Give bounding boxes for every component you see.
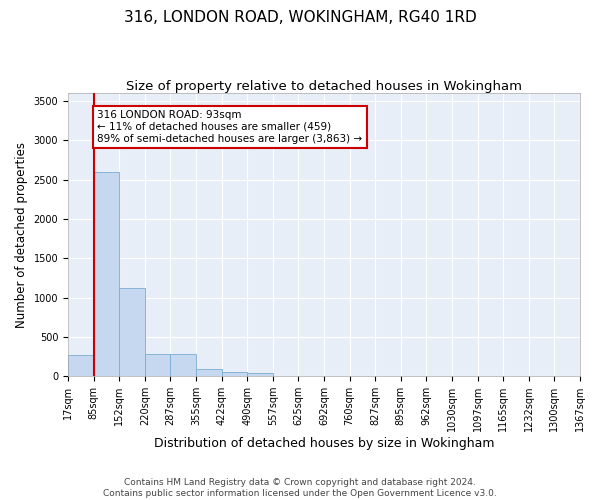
Bar [119, 288, 145, 376]
X-axis label: Distribution of detached houses by size in Wokingham: Distribution of detached houses by size … [154, 437, 494, 450]
Bar [94, 172, 119, 376]
Bar [68, 355, 94, 376]
Bar [170, 354, 196, 376]
Bar [221, 372, 247, 376]
Text: Contains HM Land Registry data © Crown copyright and database right 2024.
Contai: Contains HM Land Registry data © Crown c… [103, 478, 497, 498]
Text: 316, LONDON ROAD, WOKINGHAM, RG40 1RD: 316, LONDON ROAD, WOKINGHAM, RG40 1RD [124, 10, 476, 25]
Bar [247, 374, 273, 376]
Text: 316 LONDON ROAD: 93sqm
← 11% of detached houses are smaller (459)
89% of semi-de: 316 LONDON ROAD: 93sqm ← 11% of detached… [97, 110, 362, 144]
Title: Size of property relative to detached houses in Wokingham: Size of property relative to detached ho… [126, 80, 522, 93]
Bar [145, 354, 170, 376]
Y-axis label: Number of detached properties: Number of detached properties [15, 142, 28, 328]
Bar [196, 368, 221, 376]
